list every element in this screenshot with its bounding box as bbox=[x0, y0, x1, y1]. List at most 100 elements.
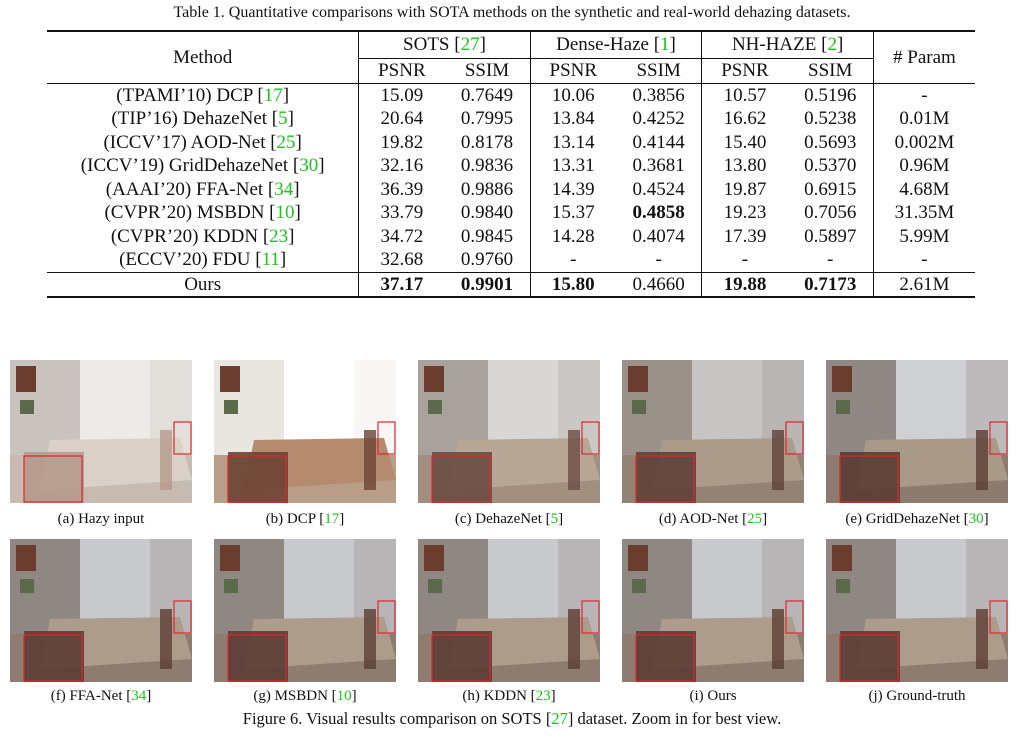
table-row: (AAAI’20) FFA-Net [34] 36.39 0.9886 14.39 0.… bbox=[47, 177, 975, 201]
citation-link[interactable]: 5 bbox=[278, 108, 288, 129]
value-cell: - bbox=[872, 248, 975, 272]
dataset-header-dense-haze: Dense-Haze [1] bbox=[529, 30, 702, 59]
subfigure-caption: (j) Ground-truth bbox=[868, 688, 966, 704]
value-cell: - bbox=[529, 248, 616, 272]
citation-link[interactable]: 2 bbox=[827, 34, 837, 56]
value-cell: 17.39 bbox=[701, 224, 788, 248]
ssim-header: SSIM bbox=[464, 60, 510, 81]
value-cell: 0.4074 bbox=[632, 225, 685, 247]
value-cell: 0.9760 bbox=[460, 249, 514, 270]
value-cell: 0.7056 bbox=[804, 202, 857, 223]
value-cell: 0.9901 bbox=[444, 271, 531, 298]
value-cell: - bbox=[655, 249, 662, 270]
value-cell: 37.17 bbox=[358, 271, 445, 298]
value-cell: 14.28 bbox=[529, 224, 616, 248]
value-cell: 0.4858 bbox=[632, 202, 685, 223]
table-row: (ICCV’19) GridDehazeNet [30] 32.16 0.9836 1… bbox=[47, 154, 975, 178]
value-cell: 0.5693 bbox=[804, 131, 857, 153]
value-cell: - bbox=[827, 249, 834, 270]
result-image bbox=[214, 539, 396, 682]
value-cell: 19.87 bbox=[701, 177, 788, 201]
value-cell: 0.8178 bbox=[460, 131, 514, 153]
table-row: (TPAMI’10) DCP [17] 15.09 0.7649 10.06 0.385… bbox=[47, 82, 975, 107]
value-cell: 0.5897 bbox=[804, 225, 857, 247]
value-cell: 0.9886 bbox=[460, 178, 514, 200]
result-image bbox=[10, 360, 192, 503]
value-cell: 20.64 bbox=[358, 107, 445, 131]
results-table: Method SOTS [27] Dense-Haze [1] NH-HAZE … bbox=[47, 30, 975, 298]
citation-link[interactable]: 5 bbox=[550, 511, 559, 527]
method-cell: Ours bbox=[47, 271, 359, 298]
method-cell: (AAAI’20) FFA-Net [34] bbox=[105, 178, 300, 200]
table-caption: Table 1. Quantitative comparisons with S… bbox=[173, 4, 851, 21]
method-cell: (ICCV’19) GridDehazeNet [30] bbox=[80, 155, 325, 176]
citation-link[interactable]: 30 bbox=[299, 155, 319, 176]
value-cell: 0.7995 bbox=[460, 108, 514, 129]
method-cell: (CVPR’20) MSBDN [10] bbox=[104, 202, 301, 223]
citation-link[interactable]: 23 bbox=[535, 688, 551, 704]
table-row: (ICCV’17) AOD-Net [25] 19.82 0.8178 13.14 0.… bbox=[47, 130, 975, 154]
value-cell: 0.01M bbox=[872, 107, 975, 131]
ssim-header: SSIM bbox=[808, 60, 853, 81]
table-row: (TIP’16) DehazeNet [5] 20.64 0.7995 13.84 0.… bbox=[47, 107, 975, 131]
value-cell: 15.40 bbox=[701, 130, 788, 154]
method-cell: (TIP’16) DehazeNet [5] bbox=[111, 108, 294, 129]
citation-link[interactable]: 25 bbox=[276, 131, 296, 153]
value-cell: - bbox=[701, 248, 788, 272]
value-cell: 10.57 bbox=[701, 82, 788, 107]
table-row: Ours 37.17 0.9901 15.80 0.4660 19.88 0.7173 2.6… bbox=[47, 271, 975, 298]
value-cell: 0.9840 bbox=[460, 202, 514, 223]
value-cell: 0.4660 bbox=[615, 271, 702, 298]
subfigure-caption: (h) KDDN [23] bbox=[462, 688, 556, 704]
value-cell: 13.31 bbox=[529, 154, 616, 178]
value-cell: 33.79 bbox=[358, 201, 445, 225]
citation-link[interactable]: 27 bbox=[551, 709, 568, 728]
table-row: (CVPR’20) KDDN [23] 34.72 0.9845 14.28 0.407… bbox=[47, 224, 975, 248]
subfigure-caption: (d) AOD-Net [25] bbox=[658, 511, 768, 527]
value-cell: 14.39 bbox=[529, 177, 616, 201]
value-cell: 10.06 bbox=[529, 82, 616, 107]
value-cell: 4.68M bbox=[872, 177, 975, 201]
method-cell: (TPAMI’10) DCP [17] bbox=[47, 82, 359, 107]
value-cell: 15.37 bbox=[529, 201, 616, 225]
method-cell: (CVPR’20) KDDN [23] bbox=[110, 225, 295, 247]
citation-link[interactable]: 17 bbox=[263, 84, 283, 106]
value-cell: 0.9836 bbox=[460, 155, 514, 176]
value-cell: 34.72 bbox=[358, 224, 445, 248]
psnr-header: PSNR bbox=[358, 58, 445, 83]
subfigure-caption: (c) DehazeNet [5] bbox=[454, 511, 564, 527]
value-cell: 0.6915 bbox=[804, 178, 857, 200]
table-row: (ECCV’20) FDU [11] 32.68 0.9760- - - - - bbox=[47, 248, 975, 272]
value-cell: 2.61M bbox=[872, 271, 975, 298]
citation-link[interactable]: 34 bbox=[274, 178, 294, 200]
citation-link[interactable]: 10 bbox=[336, 688, 352, 704]
table-row: (CVPR’20) MSBDN [10] 33.79 0.9840 15.37 0.48… bbox=[47, 201, 975, 225]
figure-caption: Figure 6. Visual results comparison on S… bbox=[242, 709, 782, 728]
citation-link[interactable]: 11 bbox=[261, 249, 280, 270]
citation-link[interactable]: 25 bbox=[747, 511, 763, 527]
value-cell: 16.62 bbox=[701, 107, 788, 131]
result-image bbox=[214, 360, 396, 503]
method-cell: (ICCV’17) AOD-Net [25] bbox=[103, 131, 302, 153]
citation-link[interactable]: 34 bbox=[131, 688, 147, 704]
value-cell: 0.4144 bbox=[632, 131, 685, 153]
method-cell: (ECCV’20) FDU [11] bbox=[119, 249, 287, 270]
citation-link[interactable]: 17 bbox=[324, 511, 340, 527]
method-header: Method bbox=[47, 30, 359, 83]
dataset-header-sots: SOTS [27] bbox=[358, 30, 531, 59]
value-cell: 0.96M bbox=[872, 154, 975, 178]
citation-link[interactable]: 23 bbox=[269, 225, 289, 247]
citation-link[interactable]: 10 bbox=[275, 202, 295, 223]
value-cell: 19.23 bbox=[701, 201, 788, 225]
value-cell: 0.002M bbox=[872, 130, 975, 154]
value-cell: 32.16 bbox=[358, 154, 445, 178]
value-cell: 0.7173 bbox=[787, 271, 874, 298]
value-cell: 15.80 bbox=[529, 271, 616, 298]
citation-link[interactable]: 30 bbox=[968, 511, 984, 527]
dataset-header-nh-haze: NH-HAZE [2] bbox=[701, 30, 874, 59]
result-image bbox=[622, 539, 804, 682]
value-cell: 0.4524 bbox=[632, 178, 685, 200]
citation-link[interactable]: 1 bbox=[660, 34, 670, 56]
citation-link[interactable]: 27 bbox=[460, 34, 480, 56]
value-cell: 0.7649 bbox=[444, 82, 531, 107]
